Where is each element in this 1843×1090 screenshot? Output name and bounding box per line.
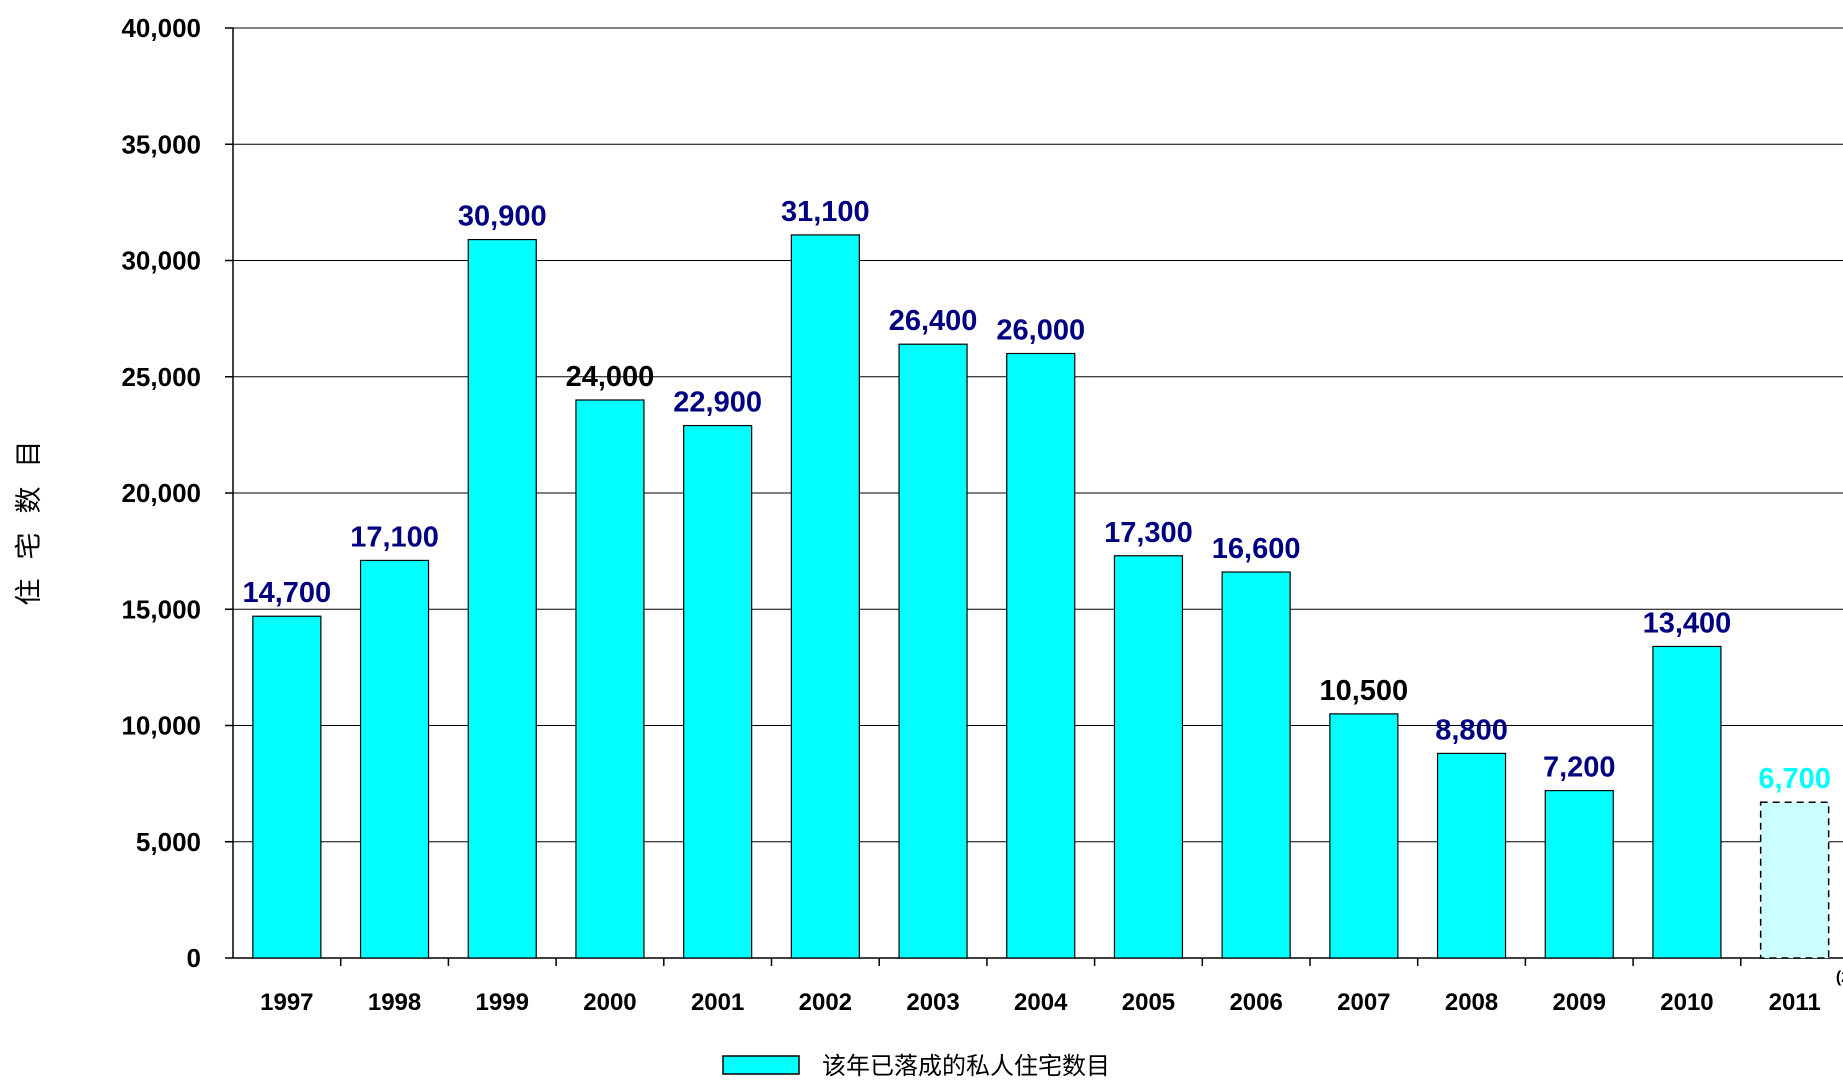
x-tick-label-2003: 2003 <box>906 989 959 1016</box>
bar-2009 <box>1544 789 1614 959</box>
x-tick-label-1998: 1998 <box>368 989 421 1016</box>
bar-2005 <box>1113 555 1184 959</box>
bar-2008 <box>1436 752 1507 959</box>
bar-2011 <box>1759 801 1830 959</box>
data-label-2006: 16,600 <box>1212 533 1301 565</box>
data-label-2001: 22,900 <box>673 387 762 419</box>
y-axis-label-char: 数 <box>14 487 45 514</box>
bar-2000 <box>575 399 645 959</box>
bar-2003 <box>898 343 968 959</box>
y-axis-label-char: 宅 <box>14 533 45 560</box>
x-tick-label-2004: 2004 <box>1014 989 1068 1016</box>
x-tick-label-2002: 2002 <box>799 989 852 1016</box>
data-label-1998: 17,100 <box>350 521 439 553</box>
x-tick-label-2006: 2006 <box>1229 989 1282 1016</box>
bars <box>252 234 1830 959</box>
footnote-marker: (2) <box>1836 969 1843 986</box>
bar-2004 <box>1006 352 1076 959</box>
data-label-1999: 30,900 <box>458 201 547 233</box>
bar-1999 <box>467 238 537 959</box>
y-tick-label: 35,000 <box>121 129 201 159</box>
x-tick-label-2001: 2001 <box>691 989 744 1016</box>
bar-2006 <box>1221 571 1291 959</box>
bar-1997 <box>252 615 322 959</box>
y-tick-label: 30,000 <box>121 246 201 276</box>
x-tick-label-2007: 2007 <box>1337 989 1390 1016</box>
y-tick-labels: 0 5,000 10,000 15,000 20,000 25,000 30,000 35,0… <box>121 13 201 973</box>
y-tick-label: 5,000 <box>136 827 201 857</box>
x-tick-label-2008: 2008 <box>1445 989 1498 1016</box>
data-labels: 14,700 17,100 30,900 24,000 22,900 31,100 26,4… <box>242 196 1830 795</box>
y-tick-label: 25,000 <box>121 362 201 392</box>
data-label-1997: 14,700 <box>242 577 331 609</box>
data-label-2002: 31,100 <box>781 196 870 228</box>
y-tick-label: 0 <box>187 943 201 973</box>
x-tick-label-2005: 2005 <box>1122 989 1175 1016</box>
data-label-2010: 13,400 <box>1643 607 1732 639</box>
data-label-2009: 7,200 <box>1543 752 1616 784</box>
x-tick-labels: 1997 1998 1999 2000 2001 2002 2003 2004 2005 2006… <box>260 969 1843 1016</box>
bar-2010 <box>1652 645 1722 959</box>
y-tick-label: 20,000 <box>121 478 201 508</box>
y-tick-label: 40,000 <box>121 13 201 43</box>
y-axis-label-char: 住 <box>14 579 45 606</box>
x-tick-label-1997: 1997 <box>260 989 313 1016</box>
x-tick-label-1999: 1999 <box>476 989 529 1016</box>
data-label-2011: 6,700 <box>1758 763 1831 795</box>
data-label-2003: 26,400 <box>889 305 978 337</box>
bar-1998 <box>359 559 430 959</box>
y-tick-label: 15,000 <box>121 594 201 624</box>
legend-swatch <box>722 1055 800 1075</box>
legend-label: 该年已落成的私人住宅数目 <box>822 1052 1110 1080</box>
data-label-2004: 26,000 <box>996 315 1085 347</box>
data-label-2000: 24,000 <box>566 361 655 393</box>
data-label-2005: 17,300 <box>1104 517 1193 549</box>
bar-2002 <box>790 234 860 959</box>
legend: 该年已落成的私人住宅数目 <box>722 1052 1110 1080</box>
bar-2007 <box>1329 713 1399 959</box>
x-tick-label-2009: 2009 <box>1553 989 1606 1016</box>
y-axis-label: 住宅数目 <box>14 441 45 606</box>
data-label-2008: 8,800 <box>1435 714 1508 746</box>
x-tick-label-2000: 2000 <box>583 989 636 1016</box>
y-axis-label-char: 目 <box>14 441 45 468</box>
bar-2001 <box>683 424 753 959</box>
y-tick-label: 10,000 <box>121 711 201 741</box>
x-tick-label-2010: 2010 <box>1660 989 1713 1016</box>
x-tick-label-2011: 2011 <box>1769 989 1821 1016</box>
data-label-2007: 10,500 <box>1319 675 1408 707</box>
